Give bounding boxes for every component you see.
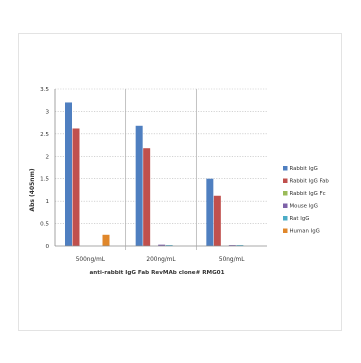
bar [165, 245, 173, 246]
y-axis-ticks: 0 0.5 1 1.5 2 2.5 3 3.5 [40, 87, 49, 250]
bar [228, 245, 236, 246]
y-tick-label: 2.5 [40, 132, 49, 138]
y-tick-label: 0 [45, 244, 49, 250]
bar [135, 125, 143, 246]
legend-label: Rat IgG [290, 216, 310, 222]
y-tick-label: 3 [45, 109, 49, 115]
bar [213, 195, 221, 246]
bar [206, 178, 214, 246]
bar [236, 245, 244, 246]
bars [65, 102, 244, 246]
x-category-label: 50ng/mL [219, 257, 245, 263]
bar [65, 102, 72, 246]
axes [54, 89, 267, 250]
legend-swatch [283, 191, 288, 196]
legend-label: Human IgG [290, 229, 320, 235]
y-tick-label: 0.5 [40, 222, 49, 228]
legend-label: Rabbit IgG Fc [290, 191, 326, 197]
y-tick-label: 1 [45, 199, 49, 205]
legend-swatch [283, 203, 288, 208]
legend-swatch [283, 228, 288, 233]
x-axis-categories: 500ng/mL 200ng/mL 50ng/mL [76, 257, 246, 263]
bar [102, 234, 110, 246]
y-tick-label: 1.5 [40, 177, 49, 183]
bar [72, 128, 80, 246]
y-tick-label: 3.5 [40, 87, 49, 93]
x-category-label: 200ng/mL [146, 257, 176, 263]
legend-swatch [283, 166, 288, 171]
y-axis-label: Abs (405nm) [29, 168, 36, 211]
bar [143, 148, 151, 246]
x-category-label: 500ng/mL [76, 257, 106, 263]
legend-label: Rabbit IgG [290, 166, 318, 172]
y-tick-label: 2 [45, 154, 49, 160]
legend-label: Rabbit IgG Fab [290, 179, 330, 185]
bar [158, 244, 166, 246]
x-axis-label: anti-rabbit IgG Fab RevMAb clone# RMG01 [90, 270, 225, 276]
legend-label: Mouse IgG [290, 204, 318, 210]
legend-swatch [283, 178, 288, 183]
legend-swatch [283, 216, 288, 221]
gridlines [55, 88, 267, 224]
legend: Rabbit IgG Rabbit IgG Fab Rabbit IgG Fc Mou… [283, 166, 329, 235]
